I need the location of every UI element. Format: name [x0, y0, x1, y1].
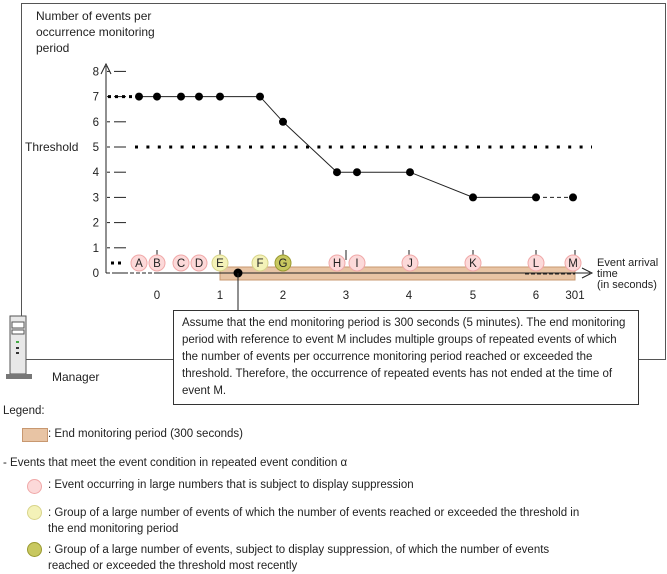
x-tick-label: 0 [154, 290, 160, 302]
x-title-line: (in seconds) [597, 279, 657, 291]
event-circle-F [251, 254, 269, 272]
server-icon [6, 315, 32, 379]
y-tick-label: 3 [93, 192, 99, 204]
event-circle-E [211, 254, 229, 272]
y-tick-label: 0 [93, 268, 99, 280]
event-label: H [333, 258, 341, 270]
event-label: B [153, 258, 161, 270]
event-label: F [256, 258, 263, 270]
manager-label: Manager [52, 370, 100, 384]
x-axis-title: Event arrival time (in seconds) [597, 258, 658, 291]
y-axis-title: Number of events per occurrence monitori… [36, 8, 155, 56]
callout-note: Assume that the end monitoring period is… [173, 310, 639, 405]
x-tick-label: 4 [406, 290, 413, 302]
event-circle-M [564, 254, 582, 272]
event-circle-H [328, 254, 346, 272]
x-tick-label: 6 [533, 290, 539, 302]
threshold-label: Threshold [25, 140, 79, 154]
count-point [279, 117, 287, 126]
count-point [569, 193, 577, 202]
count-point [333, 168, 341, 177]
x-title-line: time [597, 268, 618, 280]
legend-band-text: : End monitoring period (300 seconds) [48, 428, 243, 440]
x-tick-label: 301 [565, 290, 584, 302]
event-label: M [568, 258, 578, 270]
event-label: J [407, 258, 413, 270]
y-tick-label: 6 [93, 117, 99, 129]
count-point [353, 168, 361, 177]
event-circle-G [274, 254, 292, 272]
event-circle-D [190, 254, 208, 272]
y-tick-label: 1 [93, 243, 99, 255]
event-label: L [533, 258, 540, 270]
event-circle-J [401, 254, 419, 272]
count-point [195, 92, 203, 101]
y-title-line: occurrence monitoring [36, 25, 155, 39]
event-circle-A [130, 254, 148, 272]
event-circle-I [348, 254, 366, 272]
event-label: E [216, 258, 224, 270]
legend-events-heading: - Events that meet the event condition i… [3, 457, 348, 469]
legend-item-suppressed: : Event occurring in large numbers that … [48, 479, 414, 491]
y-tick-label: 7 [93, 92, 99, 104]
count-line [139, 96, 536, 198]
legend-recent-circle-icon [27, 542, 42, 557]
event-circle-C [172, 254, 190, 272]
event-label: I [355, 258, 358, 270]
legend-item-recent: : Group of a large number of events, sub… [48, 544, 550, 572]
count-point [256, 92, 264, 101]
event-circle-K [464, 254, 482, 272]
count-point [532, 193, 540, 202]
count-point [406, 168, 414, 177]
x-tick-label: 3 [343, 290, 349, 302]
y-axis-arrow [100, 62, 112, 75]
legend-suppressed-circle-icon [27, 479, 42, 494]
event-circle-B [148, 254, 166, 272]
x-tick-label: 5 [470, 290, 476, 302]
y-tick-label: 5 [93, 142, 99, 154]
count-point [153, 92, 161, 101]
count-point [177, 92, 185, 101]
event-label: D [195, 258, 203, 270]
y-tick-label: 4 [93, 167, 100, 179]
legend-item-group: : Group of a large number of events of w… [48, 507, 580, 535]
x-tick-label: 2 [280, 290, 286, 302]
count-point [216, 92, 224, 101]
event-circle-L [527, 254, 545, 272]
chart-panel [21, 3, 666, 360]
y-tick-label: 2 [93, 218, 99, 230]
legend-title: Legend: [3, 405, 45, 417]
x-tick-label: 1 [217, 290, 223, 302]
event-label: A [135, 258, 143, 270]
y-title-line: period [36, 41, 70, 55]
y-tick-label: 8 [93, 66, 99, 78]
event-label: G [279, 258, 288, 270]
count-point [469, 193, 477, 202]
legend-band-swatch [22, 428, 48, 442]
legend-group-circle-icon [27, 505, 42, 520]
event-label: K [469, 258, 477, 270]
y-title-line: Number of events per [36, 9, 152, 23]
event-label: C [177, 258, 185, 270]
x-axis-arrow [581, 267, 594, 279]
count-point [135, 92, 143, 101]
x-title-line: Event arrival [597, 257, 659, 269]
